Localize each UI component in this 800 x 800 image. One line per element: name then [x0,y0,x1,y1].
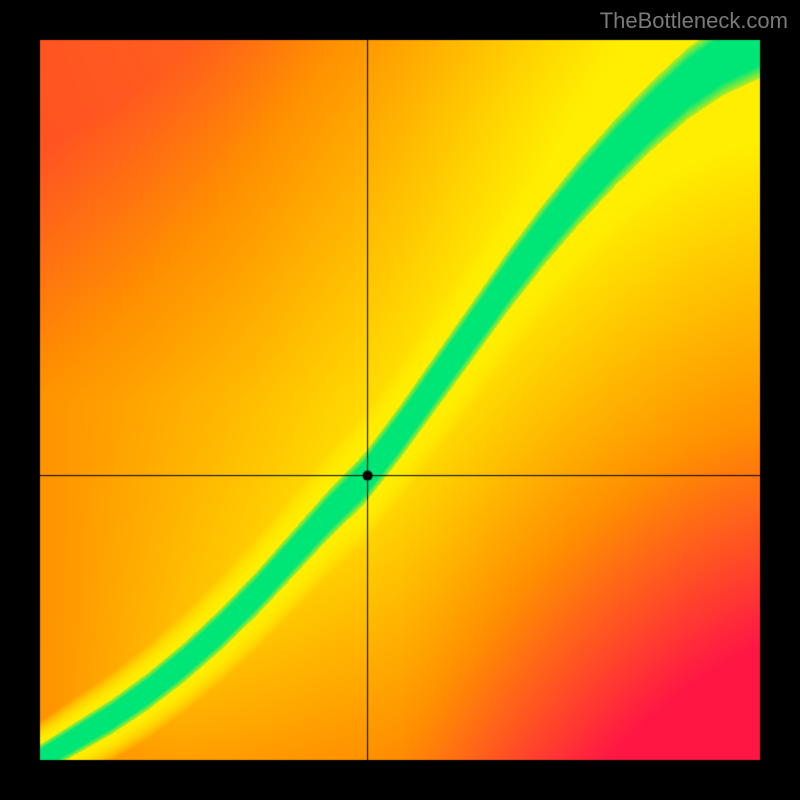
watermark-label: TheBottleneck.com [600,8,788,34]
chart-container: TheBottleneck.com [0,0,800,800]
heatmap-canvas [0,0,800,800]
